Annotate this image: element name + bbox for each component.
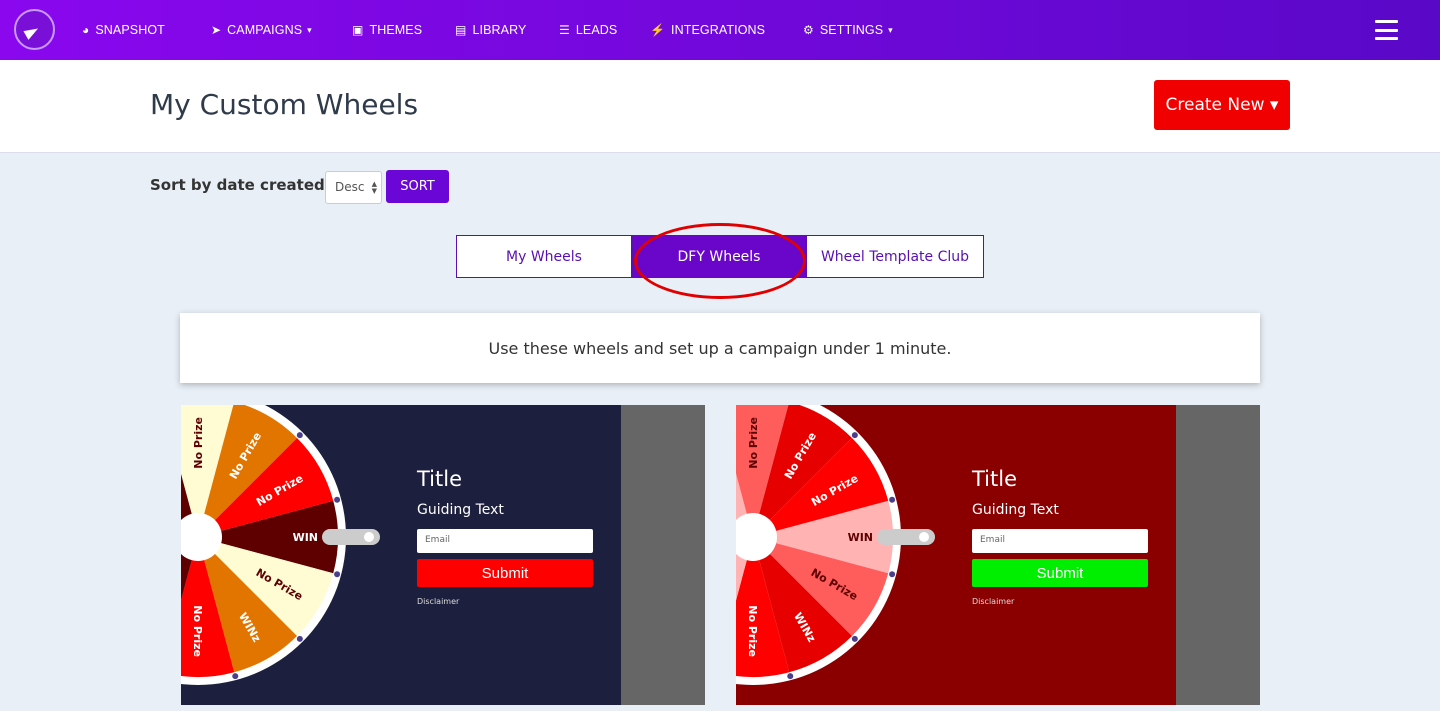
wheel-hub <box>181 513 222 561</box>
nav-integrations[interactable]: ⚡ INTEGRATIONS <box>650 0 765 60</box>
pointer-knob <box>364 532 374 542</box>
nav-label: LEADS <box>575 23 618 37</box>
wheel-peg <box>851 635 858 642</box>
nav-library[interactable]: ▤ LIBRARY <box>455 0 526 60</box>
wheel-peg <box>232 673 239 680</box>
info-banner: Use these wheels and set up a campaign u… <box>180 313 1260 383</box>
form-guiding-text: Guiding Text <box>972 502 1059 518</box>
wheel-peg <box>787 673 794 680</box>
wheel-segment <box>753 537 852 673</box>
caret-down-icon: ▾ <box>888 24 893 35</box>
nav-label: LIBRARY <box>472 23 527 37</box>
nav-label: SETTINGS <box>819 23 884 37</box>
wheel-segment-label: No Prize <box>191 605 204 657</box>
wheel-peg <box>334 571 341 578</box>
wheel-segment <box>181 405 234 537</box>
wheel-segment <box>736 405 789 537</box>
email-field: Email <box>417 529 593 553</box>
wheel-peg <box>889 571 896 578</box>
wheel-pointer <box>877 529 935 545</box>
wheel-peg <box>889 496 896 503</box>
wheel-segment <box>753 500 893 574</box>
email-field: Email <box>972 529 1148 553</box>
submit-button: Submit <box>972 559 1148 587</box>
wheel-segment <box>181 537 235 678</box>
nav-campaigns[interactable]: ➤ CAMPAIGNS ▾ <box>211 0 312 60</box>
nav-label: THEMES <box>369 23 423 37</box>
dashboard-icon: ◕ <box>82 23 90 37</box>
page-title: My Custom Wheels <box>150 88 419 121</box>
sort-order-select[interactable]: Desc ▲ ▼ <box>325 171 382 204</box>
form-disclaimer: Disclaimer <box>972 597 1015 606</box>
book-icon: ▤ <box>455 23 467 37</box>
caret-down-icon: ▾ <box>307 24 312 35</box>
submit-button: Submit <box>417 559 593 587</box>
hamburger-menu-icon[interactable] <box>1375 20 1398 40</box>
dfy-wheel-card[interactable]: WIN No Prize WINz No Prize No Prize No Prize N… <box>181 405 705 705</box>
pointer-knob <box>919 532 929 542</box>
nav-label: SNAPSHOT <box>95 23 165 37</box>
nav-leads[interactable]: ☰ LEADS <box>559 0 617 60</box>
sort-button[interactable]: SORT <box>386 170 449 203</box>
app-logo[interactable] <box>14 9 55 50</box>
nav-snapshot[interactable]: ◕ SNAPSHOT <box>82 0 165 60</box>
wheel-peg <box>851 432 858 439</box>
wheel-segment-label: No Prize <box>192 417 205 469</box>
top-navbar: ◕ SNAPSHOT ➤ CAMPAIGNS ▾ ▣ THEMES ▤ LIBRARY ☰ LEAD… <box>0 0 1440 60</box>
nav-themes[interactable]: ▣ THEMES <box>352 0 422 60</box>
paper-plane-icon: ➤ <box>211 23 222 37</box>
sort-label: Sort by date created <box>150 176 325 194</box>
tab-my-wheels[interactable]: My Wheels <box>456 235 632 278</box>
plug-icon: ⚡ <box>650 23 666 37</box>
wheel-segment <box>753 537 889 636</box>
wheel-segment <box>198 537 334 636</box>
page-header: My Custom Wheels Create New ▾ <box>0 60 1440 153</box>
nav-label: CAMPAIGNS <box>227 23 303 37</box>
wheel-segment <box>198 438 334 537</box>
wheel-hub <box>736 513 777 561</box>
nav-label: INTEGRATIONS <box>671 23 766 37</box>
wheel-segment <box>198 405 297 537</box>
wheel-segment <box>736 537 790 678</box>
nav-settings[interactable]: ⚙ SETTINGS ▾ <box>803 0 893 60</box>
form-guiding-text: Guiding Text <box>417 502 504 518</box>
highlight-annotation-circle <box>634 223 806 299</box>
sort-order-value: Desc <box>335 180 365 194</box>
wheel-segment <box>198 537 297 673</box>
wheel-peg <box>296 635 303 642</box>
gears-icon: ⚙ <box>803 23 814 37</box>
select-arrows-icon: ▲ ▼ <box>371 180 377 195</box>
form-title: Title <box>417 467 463 491</box>
form-title: Title <box>972 467 1018 491</box>
dfy-wheel-card[interactable]: WIN No Prize WINz No Prize No Prize No Prize N… <box>736 405 1260 705</box>
wheel-segment <box>753 438 889 537</box>
wheel-segment <box>198 500 338 574</box>
list-icon: ☰ <box>559 23 570 37</box>
form-disclaimer: Disclaimer <box>417 597 460 606</box>
wheel-segment <box>753 405 852 537</box>
wheel-peg <box>334 496 341 503</box>
wheel-peg <box>296 432 303 439</box>
image-icon: ▣ <box>352 23 364 37</box>
wheel-segment-label: WIN <box>293 531 318 544</box>
wheel-segment-label: No Prize <box>746 605 759 657</box>
create-new-button[interactable]: Create New ▾ <box>1154 80 1290 130</box>
wheel-segment-label: No Prize <box>747 417 760 469</box>
wheel-pointer <box>322 529 380 545</box>
wheel-segment-label: WIN <box>848 531 873 544</box>
tab-wheel-template-club[interactable]: Wheel Template Club <box>806 235 984 278</box>
